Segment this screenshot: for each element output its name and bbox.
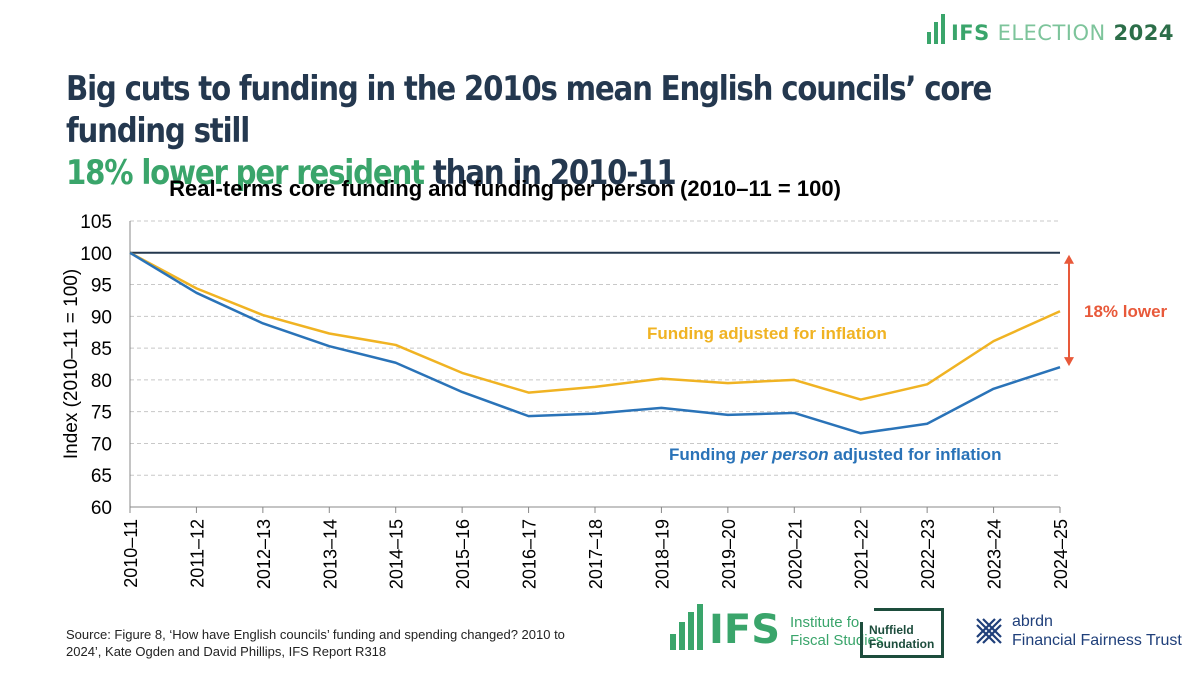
x-tick-label: 2011–12 (187, 519, 207, 588)
y-axis-label: Index (2010–11 = 100) (61, 269, 82, 459)
brand-title: IFS ELECTION 2024 (951, 22, 1174, 44)
line-chart: 60 65 70 75 80 85 90 95 100 105 2010–11 2011–12 2012… (61, 212, 1168, 589)
nuffield-line2: Foundation (869, 637, 935, 651)
x-tick-label: 2010–11 (121, 519, 141, 588)
series-label-part-italic: per person (740, 445, 829, 464)
y-tick-label: 85 (91, 339, 112, 360)
x-tick-label: 2015–16 (453, 519, 473, 589)
series-label-part: Funding (669, 445, 741, 464)
headline-part1: Big cuts to funding in the 2010s mean En… (66, 69, 992, 151)
abrdn-logo: abrdn Financial Fairness Trust (974, 612, 1182, 650)
x-tick-label: 2016–17 (520, 519, 540, 589)
x-tick-label: 2020–21 (785, 519, 805, 589)
ifs-bars-icon (670, 604, 703, 650)
y-tick-label: 95 (91, 276, 112, 297)
abrdn-line2: Financial Fairness Trust (1012, 632, 1182, 649)
series-label-funding-per-person: Funding per person adjusted for inflatio… (669, 445, 1001, 464)
abrdn-line1: abrdn (1012, 613, 1053, 630)
brand-year: 2024 (1113, 21, 1174, 45)
y-tick-label: 60 (91, 498, 112, 519)
x-tick-label: 2023–24 (985, 519, 1005, 589)
series-label-funding: Funding adjusted for inflation (647, 324, 887, 343)
annotation-arrow-head-bottom (1064, 357, 1074, 367)
brand-election: ELECTION (997, 21, 1106, 45)
y-tick-label: 70 (91, 434, 112, 455)
nuffield-logo: Nuffield Foundation (860, 608, 944, 658)
ifs-logo-sub1: Institute for (790, 614, 865, 631)
x-tick-label: 2024–25 (1051, 519, 1071, 589)
x-tick-label: 2012–13 (254, 519, 274, 589)
footer-logos: IFS Institute for Fiscal Studies Nuffiel… (670, 600, 1190, 662)
abrdn-mark-icon (976, 618, 1002, 644)
x-tick-label: 2013–14 (320, 519, 340, 589)
x-tick-label: 2019–20 (719, 519, 739, 589)
ifs-logo: IFS Institute for Fiscal Studies (670, 604, 883, 650)
x-tick-label: 2021–22 (852, 519, 872, 589)
source-note: Source: Figure 8, ‘How have English coun… (66, 627, 565, 659)
y-tick-label: 80 (91, 371, 112, 392)
series-line-funding-per-person (129, 251, 1061, 435)
annotation-label: 18% lower (1084, 302, 1168, 321)
chart-title: Real-terms core funding and funding per … (169, 176, 841, 201)
series-label-part: adjusted for inflation (829, 445, 1002, 464)
x-tick-label: 2022–23 (918, 519, 938, 589)
y-tick-label: 65 (91, 466, 112, 487)
y-tick-label: 75 (91, 403, 112, 424)
brand-logo: IFS ELECTION 2024 (926, 14, 1174, 44)
x-tick-label: 2018–19 (652, 519, 672, 589)
annotation-arrow-head-top (1064, 254, 1074, 264)
headline: Big cuts to funding in the 2010s mean En… (66, 68, 1012, 194)
brand-bars-icon (926, 14, 945, 44)
y-tick-label: 100 (80, 244, 112, 265)
y-tick-label: 105 (80, 212, 112, 233)
ifs-logo-word: IFS (709, 607, 781, 653)
x-tick-label: 2017–18 (586, 519, 606, 589)
y-tick-label: 90 (91, 307, 112, 328)
x-tick-label: 2014–15 (387, 519, 407, 589)
nuffield-line1: Nuffield (869, 623, 914, 637)
brand-ifs: IFS (950, 21, 990, 45)
headline-highlight: 18% lower per resident (66, 153, 425, 193)
headline-part2: than in 2010-11 (423, 153, 677, 193)
